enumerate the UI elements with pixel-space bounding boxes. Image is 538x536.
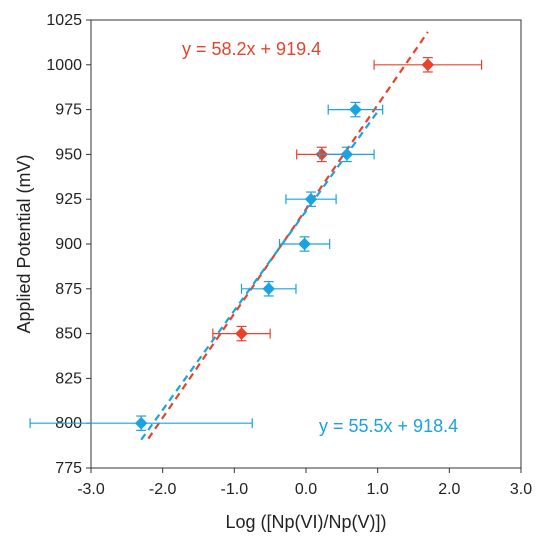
data-points [29,57,483,431]
x-tick-label: -2.0 [149,481,177,498]
x-tick-label: 2.0 [438,481,460,498]
fit-lines [140,31,429,441]
data-point-diamond [298,237,311,251]
x-tick-label: 0.0 [295,481,317,498]
y-tick-label: 925 [55,191,82,208]
data-point-diamond [349,103,362,116]
y-tick-label: 825 [55,370,82,387]
x-tick-label: 1.0 [367,481,389,498]
y-tick-label: 975 [55,102,82,119]
fit-line-series-1 [140,110,379,441]
data-point-diamond [421,58,435,72]
data-point-diamond [304,192,318,206]
y-tick-label: 1025 [46,12,82,29]
y-tick-label: 775 [55,460,82,477]
y-tick-label: 950 [55,146,82,163]
x-tick-label: -1.0 [221,481,249,498]
red-fit-equation: y = 58.2x + 919.4 [182,39,321,59]
blue-fit-equation: y = 55.5x + 918.4 [319,416,458,436]
data-point-diamond [262,282,276,296]
y-axis-title: Applied Potential (mV) [14,154,34,333]
y-tick-label: 1000 [46,57,82,74]
data-point-diamond [340,148,354,161]
data-point-diamond [134,416,148,430]
x-axis-ticks: -3.0 -2.0 -1.0 0.0 1.0 2.0 3.0 [77,468,532,498]
x-axis-title: Log ([Np(VI)/Np(V)]) [225,512,386,532]
x-tick-label: -3.0 [77,481,105,498]
data-point-diamond [235,327,248,340]
y-tick-label: 850 [55,326,82,343]
y-tick-label: 900 [55,236,82,253]
y-tick-label: 875 [55,281,82,298]
x-tick-label: 3.0 [510,481,532,498]
fit-line-series-0 [147,31,429,440]
